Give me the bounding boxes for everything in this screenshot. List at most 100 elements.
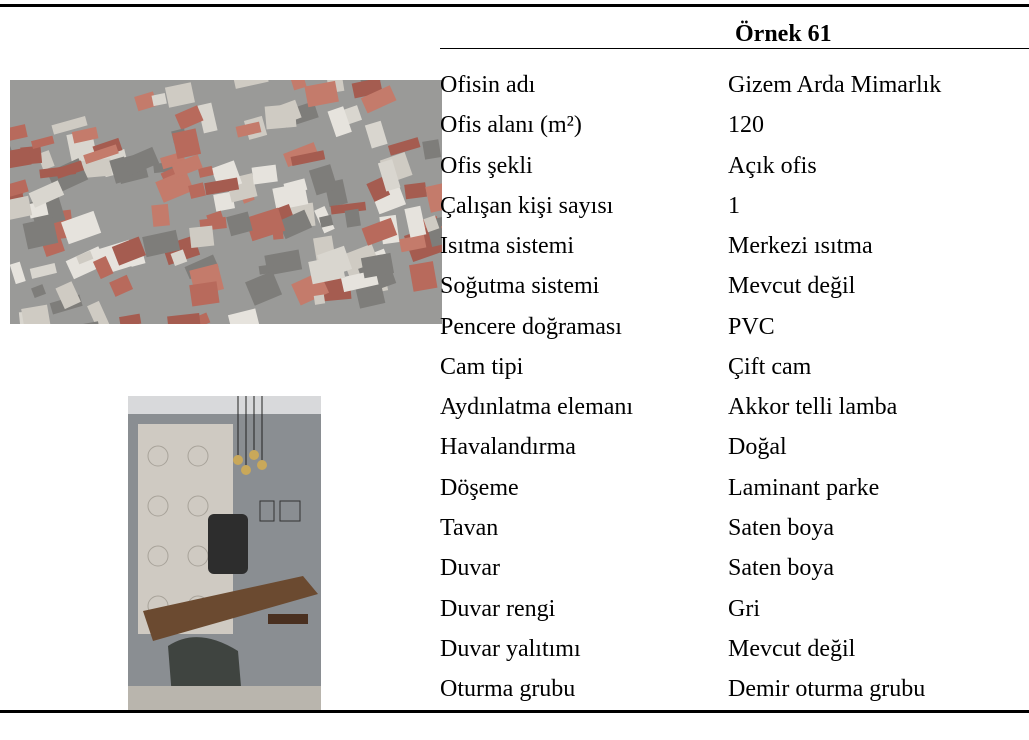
- rooftop: [10, 147, 32, 169]
- rooftop: [28, 180, 65, 208]
- row-value: Merkezi ısıtma: [728, 233, 873, 260]
- rooftop: [189, 281, 220, 307]
- row-value: Mevcut değil: [728, 273, 856, 300]
- row-value: Demir oturma grubu: [728, 676, 926, 703]
- rooftop: [111, 236, 146, 266]
- row-value: Çift cam: [728, 353, 812, 380]
- row-label: Ofisin adı: [440, 72, 536, 98]
- rooftop: [155, 169, 194, 203]
- rooftop: [71, 126, 99, 144]
- rooftop: [29, 262, 57, 279]
- rooftop: [277, 209, 313, 240]
- rooftop: [377, 159, 401, 192]
- row-label: Isıtma sistemi: [440, 233, 574, 260]
- row-value: Doğal: [728, 434, 787, 461]
- lamp-cords: [237, 396, 263, 466]
- aerial-photo: [10, 80, 442, 324]
- rooftop: [423, 215, 440, 233]
- rooftop: [10, 195, 33, 222]
- rooftop: [361, 217, 398, 246]
- rooftop: [92, 256, 114, 280]
- ceiling: [128, 396, 321, 414]
- rooftop: [404, 205, 427, 238]
- rooftop: [51, 116, 88, 135]
- rooftop: [327, 106, 352, 138]
- row-label: Duvar: [440, 555, 500, 582]
- row-value: Açık ofis: [728, 152, 817, 179]
- rooftop: [10, 261, 26, 285]
- rooftop: [61, 210, 102, 245]
- rooftop: [76, 250, 94, 265]
- rooftop: [109, 274, 134, 297]
- rooftop: [360, 85, 397, 114]
- row-label: Döşeme: [440, 474, 519, 501]
- rooftop: [122, 146, 160, 177]
- rooftop: [21, 304, 52, 324]
- row-value: 1: [728, 192, 740, 219]
- rooftop: [290, 150, 326, 167]
- rooftop: [174, 105, 204, 131]
- rooftop: [55, 281, 81, 310]
- rooftop: [81, 158, 112, 179]
- row-value: Saten boya: [728, 514, 834, 541]
- row-value: Akkor telli lamba: [728, 394, 898, 421]
- rooftop: [226, 211, 253, 237]
- rooftop: [387, 137, 421, 156]
- row-value: 120: [728, 112, 764, 139]
- row-label: Ofis şekli: [440, 152, 533, 179]
- row-value: Gizem Arda Mimarlık: [728, 72, 942, 98]
- rooftop: [170, 249, 188, 267]
- rooftop: [83, 144, 119, 165]
- row-label: Çalışan kişi sayısı: [440, 192, 614, 219]
- row-value: PVC: [728, 313, 775, 340]
- rooftop: [151, 93, 167, 107]
- rooftop: [37, 150, 55, 171]
- side-table: [268, 614, 308, 624]
- rooftop: [206, 210, 224, 224]
- row-label: Aydınlatma elemanı: [440, 394, 634, 421]
- row-label: Pencere doğraması: [440, 313, 622, 340]
- rooftop: [398, 234, 427, 253]
- rooftop: [54, 160, 85, 179]
- rooftop: [10, 124, 28, 142]
- rooftop: [198, 165, 214, 178]
- rooftop: [10, 179, 29, 202]
- rooftop: [188, 182, 206, 199]
- rooftop: [283, 178, 308, 196]
- row-label: Cam tipi: [440, 353, 524, 380]
- rooftop: [171, 128, 202, 159]
- rooftop: [171, 154, 203, 178]
- rooftop: [134, 91, 158, 112]
- desk: [143, 576, 318, 641]
- frame: [279, 500, 301, 522]
- rooftop: [344, 208, 361, 228]
- bottom-rule: [0, 710, 1029, 713]
- rooftop: [87, 300, 111, 324]
- rooftop: [425, 182, 442, 213]
- rooftop: [167, 313, 201, 324]
- row-value: Mevcut değil: [728, 635, 856, 662]
- rooftop: [409, 261, 438, 292]
- rooftop: [119, 313, 142, 324]
- rooftop: [319, 214, 334, 228]
- row-value: Saten boya: [728, 555, 834, 582]
- rooftop: [204, 177, 240, 196]
- header-rule: [440, 48, 1029, 49]
- rooftop: [31, 135, 55, 150]
- rooftop: [251, 164, 278, 185]
- row-label: Soğutma sistemi: [440, 273, 600, 300]
- rooftop: [22, 217, 59, 250]
- rooftop: [227, 308, 260, 324]
- row-label: Havalandırma: [440, 434, 576, 461]
- frame: [259, 500, 275, 522]
- row-label: Tavan: [440, 514, 499, 541]
- rooftop: [27, 200, 49, 219]
- row-value: Gri: [728, 595, 760, 622]
- rooftop: [151, 203, 170, 227]
- rooftop: [313, 294, 326, 305]
- office-photo: [128, 396, 321, 710]
- rooftop: [308, 164, 338, 196]
- rooftop: [316, 245, 353, 279]
- rooftop: [360, 252, 395, 279]
